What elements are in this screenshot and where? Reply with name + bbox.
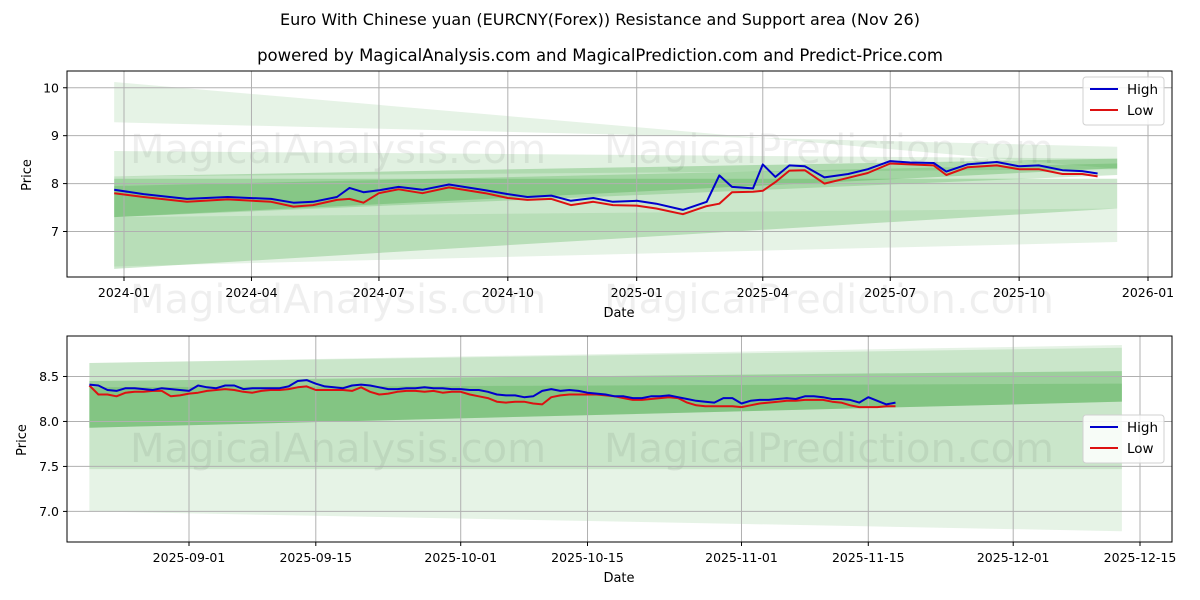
- chart-title: Euro With Chinese yuan (EURCNY(Forex)) R…: [280, 10, 920, 29]
- x-tick-label: 2025-09-15: [279, 550, 352, 565]
- band-core: [89, 371, 1122, 428]
- series-low-line: [114, 162, 1098, 216]
- y-tick-label: 8.0: [39, 414, 59, 429]
- band-core-inner: [114, 163, 1118, 218]
- x-tick-label: 2024-04: [225, 285, 277, 300]
- watermark-prediction-2: MagicalPrediction.com: [604, 277, 1054, 323]
- x-tick-label: 2024-01: [98, 285, 150, 300]
- bottom-legend-high-label: High: [1127, 420, 1158, 436]
- watermark-prediction: MagicalPrediction.com: [604, 127, 1054, 173]
- top-grid: [67, 71, 1172, 277]
- x-tick-label: 2025-07: [864, 285, 916, 300]
- x-tick-label: 2025-10: [993, 285, 1045, 300]
- x-tick-label: 2025-11-15: [832, 550, 905, 565]
- watermark-analysis-2: MagicalAnalysis.com: [130, 277, 546, 323]
- top-plot-frame: [66, 70, 1173, 278]
- top-legend-low-label: Low: [1127, 103, 1154, 119]
- top-chart: MagicalAnalysis.com MagicalPrediction.co…: [20, 70, 1174, 323]
- top-y-axis-label: Price: [20, 159, 35, 191]
- chart-subtitle: powered by MagicalAnalysis.com and Magic…: [257, 46, 943, 65]
- y-tick-label: 8.5: [39, 369, 59, 384]
- band-outer-upper: [114, 82, 1118, 169]
- bottom-legend: High Low: [1082, 414, 1165, 464]
- x-tick-label: 2024-10: [482, 285, 534, 300]
- top-legend: High Low: [1082, 76, 1165, 126]
- y-tick-label: 8: [51, 176, 59, 191]
- band-outer-lower: [114, 208, 1118, 267]
- bottom-x-axis-label: Date: [603, 571, 634, 586]
- x-tick-label: 2025-10-01: [424, 550, 497, 565]
- watermark-analysis-3: MagicalAnalysis.com: [130, 426, 546, 472]
- y-tick-label: 10: [43, 80, 59, 95]
- bottom-plot-frame: [66, 335, 1173, 543]
- x-tick-label: 2025-09-01: [153, 550, 226, 565]
- band-outer: [89, 344, 1122, 532]
- top-y-axis: 7 8 9 10: [43, 80, 67, 239]
- x-tick-label: 2025-01: [611, 285, 663, 300]
- x-tick-label: 2025-11-01: [705, 550, 778, 565]
- band-core-inner: [89, 383, 1122, 428]
- bottom-watermark: MagicalAnalysis.com MagicalPrediction.co…: [130, 426, 1054, 472]
- x-tick-label: 2025-04: [737, 285, 789, 300]
- x-tick-label: 2025-10-15: [551, 550, 624, 565]
- band-mid: [89, 347, 1122, 470]
- bottom-y-axis: 7.0 7.5 8.0 8.5: [39, 369, 67, 519]
- bottom-price-lines: [88, 379, 896, 409]
- x-tick-label: 2024-07: [353, 285, 405, 300]
- y-tick-label: 7: [51, 224, 59, 239]
- bottom-x-axis: 2025-09-01 2025-09-15 2025-10-01 2025-10-15…: [153, 542, 1177, 565]
- bottom-y-axis-label: Price: [15, 424, 30, 456]
- top-support-resistance-bands: [114, 82, 1118, 269]
- top-legend-high-label: High: [1127, 82, 1158, 98]
- x-tick-label: 2026-01: [1122, 285, 1174, 300]
- series-high-line: [89, 379, 896, 406]
- bottom-grid: [67, 336, 1172, 542]
- top-watermark: MagicalAnalysis.com MagicalPrediction.co…: [130, 127, 1054, 323]
- x-tick-label: 2025-12-01: [977, 550, 1050, 565]
- y-tick-label: 7.0: [39, 504, 59, 519]
- top-price-lines: [114, 160, 1098, 216]
- y-tick-label: 7.5: [39, 459, 59, 474]
- series-high-line: [114, 160, 1098, 211]
- x-tick-label: 2025-12-15: [1104, 550, 1177, 565]
- series-low-line: [88, 384, 896, 409]
- bottom-legend-low-label: Low: [1127, 441, 1154, 457]
- watermark-prediction-3: MagicalPrediction.com: [604, 426, 1054, 472]
- y-tick-label: 9: [51, 128, 59, 143]
- bottom-support-resistance-bands: [89, 344, 1122, 532]
- top-x-axis: 2024-01 2024-04 2024-07 2024-10 2025-01 2025-…: [98, 277, 1174, 300]
- top-x-axis-label: Date: [603, 306, 634, 321]
- watermark-analysis: MagicalAnalysis.com: [130, 127, 546, 173]
- bottom-chart: MagicalAnalysis.com MagicalPrediction.co…: [15, 335, 1177, 586]
